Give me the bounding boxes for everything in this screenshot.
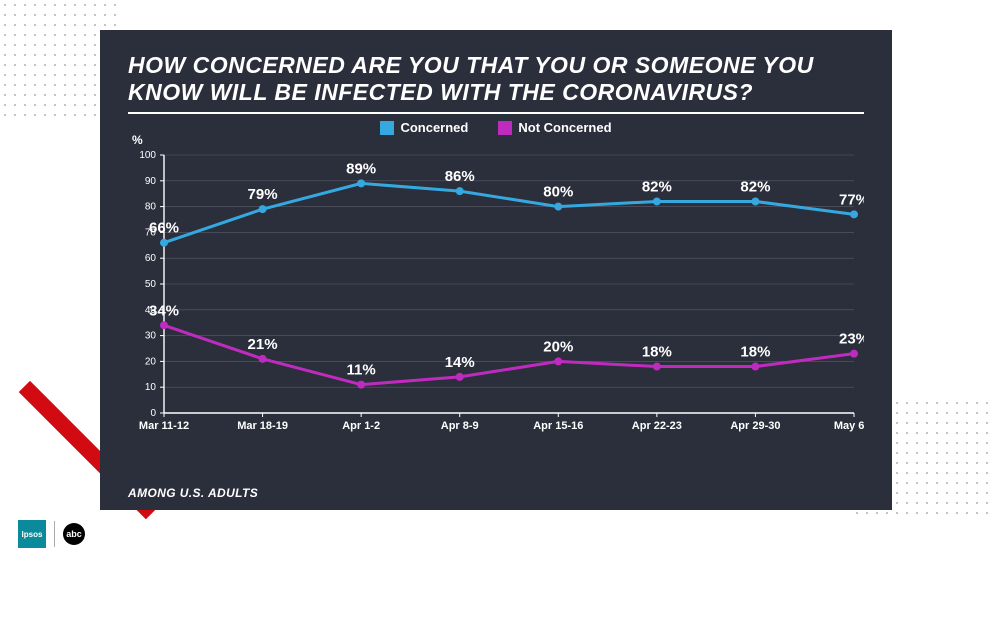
svg-text:80: 80 <box>145 202 157 213</box>
svg-text:Apr 15-16: Apr 15-16 <box>533 420 583 432</box>
title-rule <box>128 112 864 114</box>
svg-text:89%: 89% <box>346 161 376 178</box>
svg-text:14%: 14% <box>445 354 475 371</box>
svg-text:86%: 86% <box>445 168 475 185</box>
svg-text:10: 10 <box>145 382 157 393</box>
svg-text:Apr 8-9: Apr 8-9 <box>441 420 479 432</box>
svg-text:20%: 20% <box>543 339 573 356</box>
svg-text:0: 0 <box>150 408 156 419</box>
svg-text:18%: 18% <box>642 344 672 361</box>
svg-text:Apr 1-2: Apr 1-2 <box>342 420 380 432</box>
svg-text:Mar 11-12: Mar 11-12 <box>139 420 189 432</box>
legend: Concerned Not Concerned <box>128 120 864 135</box>
svg-text:30: 30 <box>145 331 157 342</box>
legend-swatch <box>498 121 512 135</box>
svg-text:May 6-7: May 6-7 <box>834 420 864 432</box>
svg-text:Apr 29-30: Apr 29-30 <box>730 420 780 432</box>
chart-title: HOW CONCERNED ARE YOU THAT YOU OR SOMEON… <box>128 52 864 106</box>
svg-text:77%: 77% <box>839 192 864 209</box>
svg-text:60: 60 <box>145 253 157 264</box>
svg-text:66%: 66% <box>149 220 179 237</box>
logo-divider <box>54 521 55 547</box>
svg-text:82%: 82% <box>642 179 672 196</box>
svg-text:18%: 18% <box>740 344 770 361</box>
legend-item-not-concerned: Not Concerned <box>498 120 611 135</box>
svg-text:11%: 11% <box>347 362 376 379</box>
chart-area: % 0102030405060708090100Mar 11-12Mar 18-… <box>128 135 864 484</box>
ipsos-logo: Ipsos <box>18 520 46 548</box>
svg-text:Apr 22-23: Apr 22-23 <box>632 420 682 432</box>
news-poll-text: NEWS POLL <box>89 526 177 543</box>
chart-panel: HOW CONCERNED ARE YOU THAT YOU OR SOMEON… <box>100 30 892 510</box>
abc-circle-icon: abc <box>63 523 85 545</box>
legend-label: Concerned <box>400 120 468 135</box>
svg-text:21%: 21% <box>248 336 278 353</box>
svg-text:Mar 18-19: Mar 18-19 <box>237 420 288 432</box>
svg-text:90: 90 <box>145 176 157 187</box>
y-axis-label: % <box>132 133 143 147</box>
svg-text:20: 20 <box>145 357 157 368</box>
chart-footer: AMONG U.S. ADULTS <box>128 486 864 500</box>
svg-text:80%: 80% <box>543 184 573 201</box>
svg-text:100: 100 <box>139 150 156 161</box>
legend-item-concerned: Concerned <box>380 120 468 135</box>
svg-text:82%: 82% <box>740 179 770 196</box>
legend-label: Not Concerned <box>518 120 611 135</box>
svg-text:50: 50 <box>145 279 157 290</box>
svg-text:79%: 79% <box>248 186 278 203</box>
line-chart-svg: 0102030405060708090100Mar 11-12Mar 18-19… <box>128 149 864 439</box>
svg-text:23%: 23% <box>839 331 864 348</box>
legend-swatch <box>380 121 394 135</box>
svg-text:34%: 34% <box>149 303 179 320</box>
logo-bar: Ipsos abc NEWS POLL <box>18 520 177 548</box>
abc-news-poll-logo: abc NEWS POLL <box>63 523 177 545</box>
